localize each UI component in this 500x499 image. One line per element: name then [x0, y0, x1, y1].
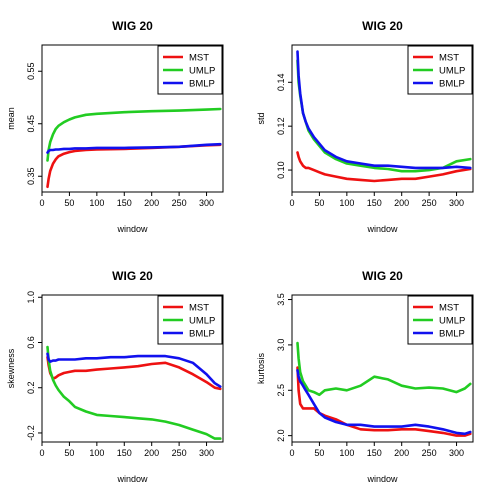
- series-line-bmlp: [46, 142, 222, 154]
- x-axis-label: window: [366, 474, 398, 484]
- plot-frame: [291, 294, 474, 443]
- y-axis-label: kurtosis: [256, 353, 266, 385]
- chart-panel-skewness: WIG 20 0 50 100 150 200 250 300 -0.2 0.2 0.6 1.0 win…: [6, 269, 224, 484]
- x-tick-label: 250: [422, 198, 437, 208]
- series-line-bmlp: [296, 368, 472, 436]
- series-line-mst: [46, 355, 222, 391]
- x-tick-label: 0: [39, 198, 44, 208]
- y-tick-label: 2.0: [276, 429, 286, 442]
- x-tick-label: 250: [172, 198, 187, 208]
- chart-title: WIG 20: [112, 269, 153, 283]
- y-tick-label: 0.6: [26, 336, 36, 349]
- legend: MST UMLP BMLP: [407, 295, 473, 345]
- y-tick-label: 0.14: [276, 74, 286, 92]
- x-axis-label: window: [116, 224, 148, 234]
- plot-frame: [291, 44, 474, 193]
- legend-label: MST: [189, 303, 209, 314]
- x-tick-label: 200: [144, 198, 159, 208]
- y-tick-label: 1.0: [26, 291, 36, 304]
- chart-title: WIG 20: [362, 19, 403, 33]
- series-line-bmlp: [46, 352, 222, 388]
- x-tick-label: 200: [394, 448, 409, 458]
- legend: MST UMLP BMLP: [407, 45, 473, 95]
- y-tick-label: 0.45: [26, 115, 36, 133]
- x-tick-label: 250: [422, 448, 437, 458]
- x-tick-label: 100: [339, 448, 354, 458]
- x-tick-label: 50: [64, 198, 74, 208]
- legend-label: MST: [439, 53, 459, 64]
- chart-title: WIG 20: [362, 269, 403, 283]
- x-tick-label: 100: [89, 198, 104, 208]
- series-line-mst: [296, 151, 472, 183]
- y-tick-label: 0.2: [26, 381, 36, 394]
- legend-label: MST: [189, 53, 209, 64]
- x-tick-label: 100: [339, 198, 354, 208]
- plot-frame: [41, 44, 224, 193]
- x-tick-label: 300: [449, 448, 464, 458]
- y-tick-label: 3.5: [276, 293, 286, 306]
- x-tick-label: 200: [394, 198, 409, 208]
- x-tick-label: 150: [367, 448, 382, 458]
- series-line-bmlp: [296, 50, 472, 170]
- y-tick-label: 2.5: [276, 384, 286, 397]
- legend-label: BMLP: [439, 79, 465, 90]
- legend-label: BMLP: [439, 329, 465, 340]
- plot-frame: [41, 294, 224, 443]
- x-tick-label: 200: [144, 448, 159, 458]
- y-tick-label: 0.10: [276, 161, 286, 179]
- chart-title: WIG 20: [112, 19, 153, 33]
- y-tick-label: 3.0: [276, 339, 286, 352]
- legend-label: UMLP: [439, 66, 465, 77]
- x-tick-label: 300: [199, 448, 214, 458]
- x-tick-label: 300: [449, 198, 464, 208]
- legend: MST UMLP BMLP: [157, 295, 223, 345]
- legend-label: MST: [439, 303, 459, 314]
- x-tick-label: 50: [314, 198, 324, 208]
- y-axis-label: std: [256, 112, 266, 124]
- legend-label: BMLP: [189, 329, 215, 340]
- legend-label: BMLP: [189, 79, 215, 90]
- y-tick-label: 0.35: [26, 167, 36, 185]
- y-tick-label: 0.12: [276, 117, 286, 135]
- x-tick-label: 150: [117, 448, 132, 458]
- x-tick-label: 0: [289, 198, 294, 208]
- x-tick-label: 250: [172, 448, 187, 458]
- legend-label: UMLP: [189, 66, 215, 77]
- x-axis-label: window: [116, 474, 148, 484]
- series-line-umlp: [46, 107, 222, 162]
- x-tick-label: 300: [199, 198, 214, 208]
- chart-panel-std: WIG 20 0 50 100 150 200 250 300 0.10 0.12 0.14 wind…: [256, 19, 474, 234]
- legend: MST UMLP BMLP: [157, 45, 223, 95]
- chart-panel-mean: WIG 20 0 50 100 150 200 250 300 0.35 0.45 0.55 wind…: [6, 19, 224, 234]
- series-line-umlp: [46, 345, 222, 440]
- x-tick-label: 0: [39, 448, 44, 458]
- x-tick-label: 50: [64, 448, 74, 458]
- legend-label: UMLP: [189, 316, 215, 327]
- legend-label: UMLP: [439, 316, 465, 327]
- series-line-umlp: [296, 341, 472, 397]
- x-tick-label: 50: [314, 448, 324, 458]
- y-axis-label: mean: [6, 107, 16, 130]
- x-tick-label: 0: [289, 448, 294, 458]
- chart-panel-kurtosis: WIG 20 0 50 100 150 200 250 300 2.0 2.5 3.0 3.5 wind…: [256, 269, 474, 484]
- x-tick-label: 100: [89, 448, 104, 458]
- x-tick-label: 150: [367, 198, 382, 208]
- y-axis-label: skewness: [6, 348, 16, 388]
- series-line-mst: [46, 143, 222, 189]
- x-axis-label: window: [366, 224, 398, 234]
- x-tick-label: 150: [117, 198, 132, 208]
- y-tick-label: 0.55: [26, 62, 36, 80]
- y-tick-label: -0.2: [26, 425, 36, 441]
